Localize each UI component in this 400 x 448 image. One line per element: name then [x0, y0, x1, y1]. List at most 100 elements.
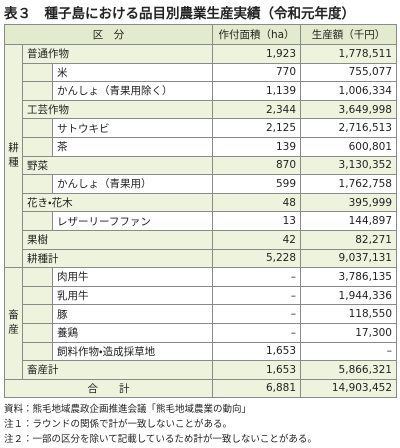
value-cell: 395,999 — [300, 192, 397, 213]
row: 畜産計 1,653 5,866,321 — [5, 360, 397, 380]
item-label: 果樹 — [22, 229, 213, 250]
header-row: 区 分 作付面積（ha） 生産額（千円） — [4, 24, 397, 45]
area-cell: 2,344 — [212, 99, 301, 120]
item-label: かんしょ（青果用） — [52, 174, 213, 194]
row: 豚 –118,550 — [5, 304, 397, 324]
value-cell: 3,130,352 — [300, 155, 397, 176]
title: 表３ 種子島における品目別農業生産実績（令和元年度） — [4, 6, 355, 22]
value-cell: 755,077 — [300, 62, 397, 83]
header-cell: 作付面積（ha） — [212, 24, 301, 45]
value-cell: 1,006,334 — [300, 81, 397, 101]
value-cell: 144,897 — [300, 211, 397, 231]
item-label: 茶 — [52, 136, 213, 157]
header-cell: 区 分 — [4, 24, 213, 45]
notes: 資料：熊毛地域農政企画推進会議「熊毛地域農業の動向」 注１：ラウンドの関係で計が一… — [4, 402, 317, 447]
value-cell: 14,903,452 — [300, 378, 397, 399]
group-label: 畜産 — [4, 267, 23, 380]
item-label: 花き・花木 — [22, 192, 213, 213]
row: 耕種 普通作物 1,923 1,778,511 — [4, 43, 397, 269]
row: 耕種計 5,228 9,037,131 — [5, 248, 397, 269]
area-cell: 2,125 — [212, 118, 301, 138]
value-cell: 1,944,336 — [300, 285, 397, 306]
area-cell: 1,653 — [212, 341, 301, 362]
row: 果樹 42 82,271 — [5, 229, 397, 250]
area-cell: 1,139 — [212, 81, 301, 101]
area-cell: 870 — [212, 155, 301, 176]
area-cell: 42 — [212, 229, 301, 250]
note: 注１：ラウンドの関係で計が一致しないことがある。 — [4, 419, 233, 430]
area-cell: – — [212, 322, 301, 343]
value-cell: 118,550 — [300, 304, 397, 324]
value-cell: 17,300 — [300, 322, 397, 343]
item-label: 乳用牛 — [52, 285, 213, 306]
indent-cell — [22, 81, 53, 101]
area-cell: – — [212, 285, 301, 306]
area-cell: 1,923 — [212, 44, 301, 64]
area-cell: 139 — [212, 136, 301, 157]
group-label: 耕種 — [4, 43, 23, 269]
area-cell: 13 — [212, 211, 301, 231]
row: 野菜 870 3,130,352 — [5, 155, 397, 176]
header-cell: 生産額（千円） — [300, 24, 397, 45]
value-cell: 1,762,758 — [300, 174, 397, 194]
item-label: 野菜 — [22, 155, 213, 176]
value-cell: 3,649,998 — [300, 99, 397, 120]
value-cell: 2,716,513 — [300, 118, 397, 138]
item-label: レザーリーフファン — [52, 211, 213, 231]
item-label: かんしょ（青果用除く） — [52, 81, 213, 101]
indent-cell — [22, 118, 53, 138]
total-label: 合 計 — [4, 378, 213, 399]
row: 茶 139 600,801 — [5, 136, 397, 157]
value-cell: 82,271 — [300, 229, 397, 250]
item-label: 豚 — [52, 304, 213, 324]
indent-cell — [22, 267, 53, 287]
note: 資料：熊毛地域農政企画推進会議「熊毛地域農業の動向」 — [4, 404, 252, 415]
row: 工芸作物 2,344 3,649,998 — [5, 99, 397, 120]
row: 飼料作物・造成採草地 1,653– — [5, 341, 397, 362]
row: 養鶏 –17,300 — [5, 322, 397, 343]
value-cell: 5,866,321 — [300, 360, 397, 380]
area-cell: – — [212, 304, 301, 324]
value-cell: – — [300, 341, 397, 362]
item-label: 米 — [52, 62, 213, 83]
row: かんしょ（青果用除く） 1,139 1,006,334 — [5, 81, 397, 101]
value-cell: 600,801 — [300, 136, 397, 157]
indent-cell — [22, 62, 53, 83]
value-cell: 9,037,131 — [300, 248, 397, 269]
note: 注２：一部の区分を除いて記載しているため計が一致しないことがある。 — [4, 434, 317, 445]
row: かんしょ（青果用） 599 1,762,758 — [5, 174, 397, 194]
indent-cell — [22, 136, 53, 157]
area-cell: 6,881 — [212, 378, 301, 399]
row: サトウキビ 2,125 2,716,513 — [5, 118, 397, 138]
item-label: 肉用牛 — [52, 267, 213, 287]
area-cell: 1,653 — [212, 360, 301, 380]
total-row: 合 計 6,881 14,903,452 — [4, 378, 397, 399]
indent-cell — [22, 341, 53, 362]
area-cell: 5,228 — [212, 248, 301, 269]
area-cell: 48 — [212, 192, 301, 213]
value-cell: 3,786,135 — [300, 267, 397, 287]
item-label: 畜産計 — [22, 360, 213, 380]
indent-cell — [22, 174, 53, 194]
indent-cell — [22, 285, 53, 306]
item-label: サトウキビ — [52, 118, 213, 138]
area-cell: 770 — [212, 62, 301, 83]
item-label: 養鶏 — [52, 322, 213, 343]
item-label: 耕種計 — [22, 248, 213, 269]
area-cell: – — [212, 267, 301, 287]
item-label: 普通作物 — [22, 44, 213, 64]
value-cell: 1,778,511 — [300, 44, 397, 64]
row: 米 770 755,077 — [5, 62, 397, 83]
row: レザーリーフファン 13 144,897 — [5, 211, 397, 231]
row: 乳用牛 –1,944,336 — [5, 285, 397, 306]
item-label: 工芸作物 — [22, 99, 213, 120]
item-label: 飼料作物・造成採草地 — [52, 341, 213, 362]
area-cell: 599 — [212, 174, 301, 194]
indent-cell — [22, 322, 53, 343]
table: 区 分 作付面積（ha） 生産額（千円） 耕種 普通作物 1,923 1,778,51… — [4, 24, 397, 399]
indent-cell — [22, 211, 53, 231]
row: 畜産 肉用牛 –3,786,135 — [4, 267, 397, 380]
row: 花き・花木 48 395,999 — [5, 192, 397, 213]
indent-cell — [22, 304, 53, 324]
